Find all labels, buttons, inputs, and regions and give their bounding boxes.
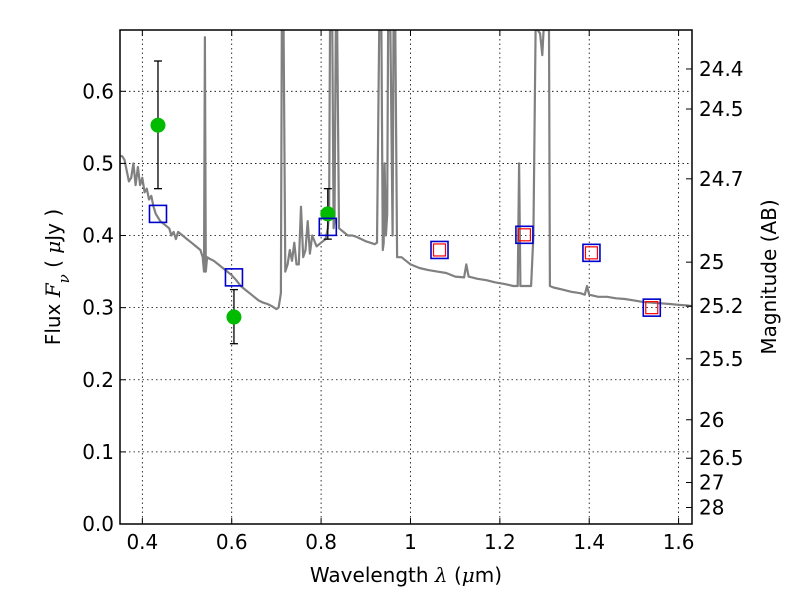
model-band-inner-square bbox=[432, 243, 447, 257]
error-bars bbox=[153, 60, 332, 345]
x-tick-label: 1.4 bbox=[573, 530, 605, 554]
y-axis-title-part: ( bbox=[41, 254, 65, 275]
y-axis-ticks: 0.0 0.1 0.2 0.3 0.4 0.5 0.6 bbox=[82, 79, 126, 536]
x-tick-label: 1 bbox=[404, 530, 417, 554]
model-band-square bbox=[582, 243, 601, 263]
x-tick-label: 0.4 bbox=[126, 530, 158, 554]
model-band-square bbox=[318, 217, 338, 237]
y-tick-label: 0.2 bbox=[82, 368, 114, 392]
y-axis-title: Flux Fν ( μJy ) bbox=[41, 209, 73, 345]
model-band-inner-square bbox=[584, 246, 599, 260]
model-band-inner-square bbox=[517, 228, 532, 242]
x-axis-title-part: λ bbox=[434, 563, 448, 587]
y-axis-title-part: Flux bbox=[41, 297, 65, 345]
magnitude-tick-label: 26 bbox=[699, 408, 724, 432]
magnitude-tick-label: 25.2 bbox=[699, 294, 744, 318]
model-band-square bbox=[515, 225, 534, 245]
x-axis-title-part: μ bbox=[462, 563, 475, 587]
magnitude-axis-title: Magnitude (AB) bbox=[757, 199, 781, 354]
y-tick-label: 0.4 bbox=[82, 224, 114, 248]
x-axis-title-part: Wavelength bbox=[310, 563, 435, 587]
y-tick-label: 0.0 bbox=[82, 512, 114, 536]
x-axis-ticks: 0.4 0.6 0.8 1 1.2 1.4 1.6 bbox=[126, 30, 695, 554]
x-tick-label: 0.8 bbox=[305, 530, 337, 554]
x-axis-title-part: m) bbox=[475, 563, 502, 587]
magnitude-tick-label: 28 bbox=[699, 495, 724, 519]
magnitude-tick-label: 24.7 bbox=[699, 167, 744, 191]
x-tick-label: 1.6 bbox=[663, 530, 695, 554]
y-tick-label: 0.3 bbox=[82, 296, 114, 320]
magnitude-tick-label: 25 bbox=[699, 250, 724, 274]
y-tick-label: 0.6 bbox=[82, 79, 114, 103]
magnitude-tick-label: 26.5 bbox=[699, 446, 744, 470]
magnitude-tick-label: 24.5 bbox=[699, 97, 744, 121]
observed-flux-point bbox=[226, 309, 242, 325]
sed-model-line bbox=[120, 30, 692, 311]
y-tick-label: 0.1 bbox=[82, 440, 114, 464]
x-tick-label: 0.6 bbox=[216, 530, 248, 554]
x-axis-title-part: ( bbox=[448, 563, 462, 587]
model-band-square bbox=[642, 298, 662, 317]
magnitude-tick-label: 25.5 bbox=[699, 347, 744, 371]
model-band-inner-square bbox=[645, 301, 659, 315]
y-axis-title-part: Jy ) bbox=[41, 209, 65, 243]
model-band-square bbox=[224, 268, 244, 287]
observed-flux-point bbox=[150, 117, 166, 133]
model-band-square bbox=[430, 240, 449, 260]
plot-frame bbox=[119, 29, 693, 525]
y-axis-title-part: F bbox=[41, 282, 65, 298]
sed-curve bbox=[120, 30, 692, 311]
magnitude-tick-label: 24.4 bbox=[699, 57, 744, 81]
magnitude-tick-label: 27 bbox=[699, 471, 724, 495]
x-tick-label: 1.2 bbox=[484, 530, 516, 554]
model-band-square bbox=[148, 204, 168, 224]
data-markers bbox=[148, 117, 662, 325]
y-axis-title-part: μ bbox=[41, 241, 65, 254]
y-tick-label: 0.5 bbox=[82, 151, 114, 175]
y-axis-title-part: ν bbox=[55, 274, 73, 283]
x-axis-title: Wavelength λ (μm) bbox=[310, 563, 502, 587]
